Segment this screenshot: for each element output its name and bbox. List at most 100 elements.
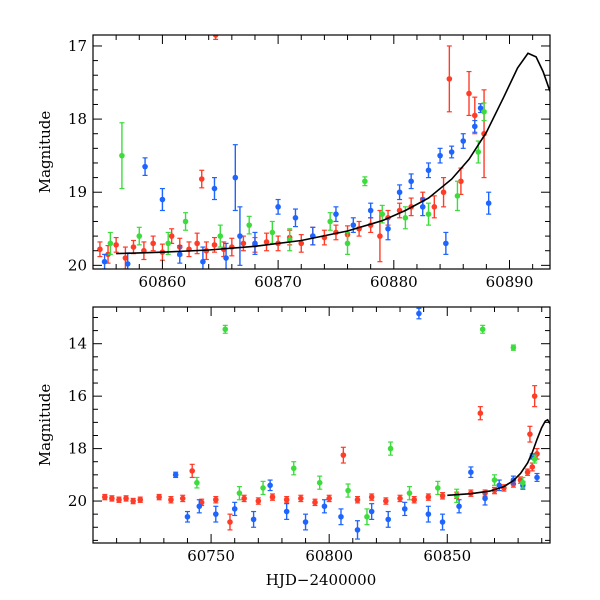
top-y-tick-label: 20 (68, 256, 87, 274)
bottom-data-point (213, 505, 219, 523)
bottom-data-point (109, 495, 115, 502)
top-data-point (446, 45, 453, 113)
top-data-point (344, 231, 351, 255)
top-data-point (310, 226, 316, 246)
bottom-data-point (385, 510, 392, 528)
top-data-point (232, 144, 239, 212)
bottom-y-tick-label: 20 (68, 492, 87, 510)
top-data-point (237, 206, 243, 266)
bottom-data-point (184, 510, 191, 523)
bottom-data-point (179, 494, 186, 503)
bottom-data-point (255, 497, 262, 505)
top-data-point (113, 236, 119, 253)
top-data-point (240, 235, 247, 252)
top-data-point (477, 103, 484, 114)
bottom-data-point (189, 463, 195, 479)
top-data-point (176, 245, 183, 264)
top-data-point (107, 231, 114, 255)
bottom-data-point (321, 499, 328, 514)
top-data-point (437, 147, 443, 164)
top-y-tick-label: 18 (68, 110, 87, 128)
bottom-data-point (283, 503, 290, 521)
top-data-point (97, 241, 103, 258)
top-data-point (466, 70, 472, 117)
bottom-data-point (316, 475, 323, 490)
bottom-data-point (267, 479, 273, 492)
top-data-point (263, 232, 270, 252)
top-y-tick-label: 17 (68, 37, 87, 55)
top-tick-marks (92, 35, 550, 269)
top-x-tick-labels: 60860 60870 60880 60890 (139, 273, 534, 291)
bottom-data-point (534, 472, 540, 482)
bottom-data-point (312, 498, 318, 507)
bottom-data-point (236, 486, 243, 501)
bottom-data-point (411, 495, 417, 504)
top-data-point (321, 229, 328, 246)
top-data-point (101, 253, 108, 269)
bottom-data-point (368, 503, 375, 521)
bottom-data-point (269, 493, 276, 501)
bottom-data-point (435, 480, 441, 496)
bottom-data-point (425, 493, 432, 501)
top-data-point (211, 176, 218, 201)
bottom-y-axis-label: Magnitude (36, 384, 54, 467)
top-y-axis-label: Magnitude (36, 111, 54, 194)
bottom-data-point (338, 508, 344, 526)
top-data-point (292, 208, 299, 228)
bottom-data-point (425, 505, 432, 523)
bottom-x-tick-label: 60850 (423, 547, 471, 565)
top-data-point (217, 224, 224, 248)
bottom-data-point (196, 499, 203, 514)
bottom-data-point (290, 461, 297, 476)
top-model-curve (116, 52, 550, 255)
top-data-point (229, 237, 235, 257)
top-data-point (362, 176, 368, 187)
top-model-line (116, 52, 550, 255)
bottom-data-point (222, 324, 229, 334)
top-x-tick-label: 60890 (486, 273, 534, 291)
bottom-data-point (387, 441, 394, 456)
bottom-data-point (156, 493, 162, 501)
top-data-point (159, 187, 166, 212)
bottom-data-point (102, 493, 108, 501)
top-data-point (286, 228, 293, 252)
bottom-data-point (354, 495, 361, 504)
bottom-data-point (345, 483, 351, 498)
bottom-data-point (491, 474, 498, 486)
bottom-data-point (364, 508, 370, 526)
top-data-point (396, 184, 403, 201)
bottom-y-tick-label: 16 (68, 387, 87, 405)
bottom-data-point (397, 494, 403, 503)
top-data-point (327, 212, 333, 231)
bottom-data-point (302, 513, 309, 531)
bottom-y-tick-label: 18 (68, 440, 87, 458)
bottom-data-point (326, 494, 332, 503)
bottom-data-point (250, 510, 257, 528)
bottom-x-axis-label: HJD−2400000 (266, 571, 377, 589)
bottom-tick-marks (92, 307, 550, 543)
bottom-data-point (531, 385, 538, 408)
bottom-data-point (529, 462, 536, 472)
bottom-data-point (524, 468, 531, 476)
top-data-point (481, 102, 487, 122)
top-y-tick-label: 19 (68, 183, 87, 201)
bottom-data-point (439, 513, 446, 531)
bottom-data-point (283, 495, 290, 504)
bottom-data-point (510, 344, 517, 351)
top-data-point (298, 234, 305, 253)
top-x-tick-label: 60870 (254, 273, 302, 291)
bottom-data-point (194, 476, 200, 489)
top-x-tick-label: 60880 (370, 273, 418, 291)
top-data-point (119, 122, 125, 190)
bottom-data-point (368, 493, 375, 501)
top-data-point (165, 231, 172, 255)
bottom-data-point (406, 486, 413, 501)
top-data-point (142, 157, 148, 176)
bottom-data-point (137, 496, 144, 503)
top-data-point (333, 206, 339, 223)
bottom-data-point (168, 495, 174, 504)
bottom-data-point (527, 425, 533, 443)
top-data-point (275, 198, 281, 215)
top-data-point (212, 35, 219, 40)
bottom-data-point (401, 501, 408, 517)
